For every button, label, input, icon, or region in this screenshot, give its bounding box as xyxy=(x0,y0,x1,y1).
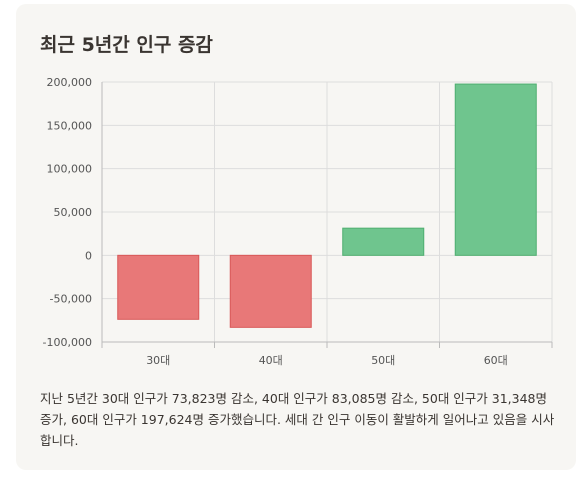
x-tick-label: 60대 xyxy=(484,354,508,367)
bar-60대 xyxy=(454,83,537,256)
y-tick-label: 100,000 xyxy=(47,163,93,176)
chart-title: 최근 5년간 인구 증감 xyxy=(40,34,213,56)
x-tick-label: 30대 xyxy=(146,354,170,367)
bar-30대 xyxy=(117,254,200,320)
y-tick-label: 50,000 xyxy=(54,206,93,219)
y-tick-label: -100,000 xyxy=(43,336,92,349)
bar-50대 xyxy=(342,227,425,256)
bar-chart: 200,000 150,000 100,000 50,000 0 -50,000 -100,… xyxy=(43,76,553,367)
chart-description: 지난 5년간 30대 인구가 73,823명 감소, 40대 인구가 83,08… xyxy=(40,391,555,448)
x-tick-label: 50대 xyxy=(371,354,395,367)
chart-card: 최근 5년간 인구 증감 200,000 150,000 100,000 50,000… xyxy=(16,4,576,470)
x-tick-label: 40대 xyxy=(259,354,283,367)
bar-40대 xyxy=(229,254,312,328)
y-tick-label: 150,000 xyxy=(47,119,93,132)
y-tick-label: -50,000 xyxy=(50,293,92,306)
y-tick-label: 0 xyxy=(85,249,92,262)
y-tick-label: 200,000 xyxy=(47,76,93,89)
